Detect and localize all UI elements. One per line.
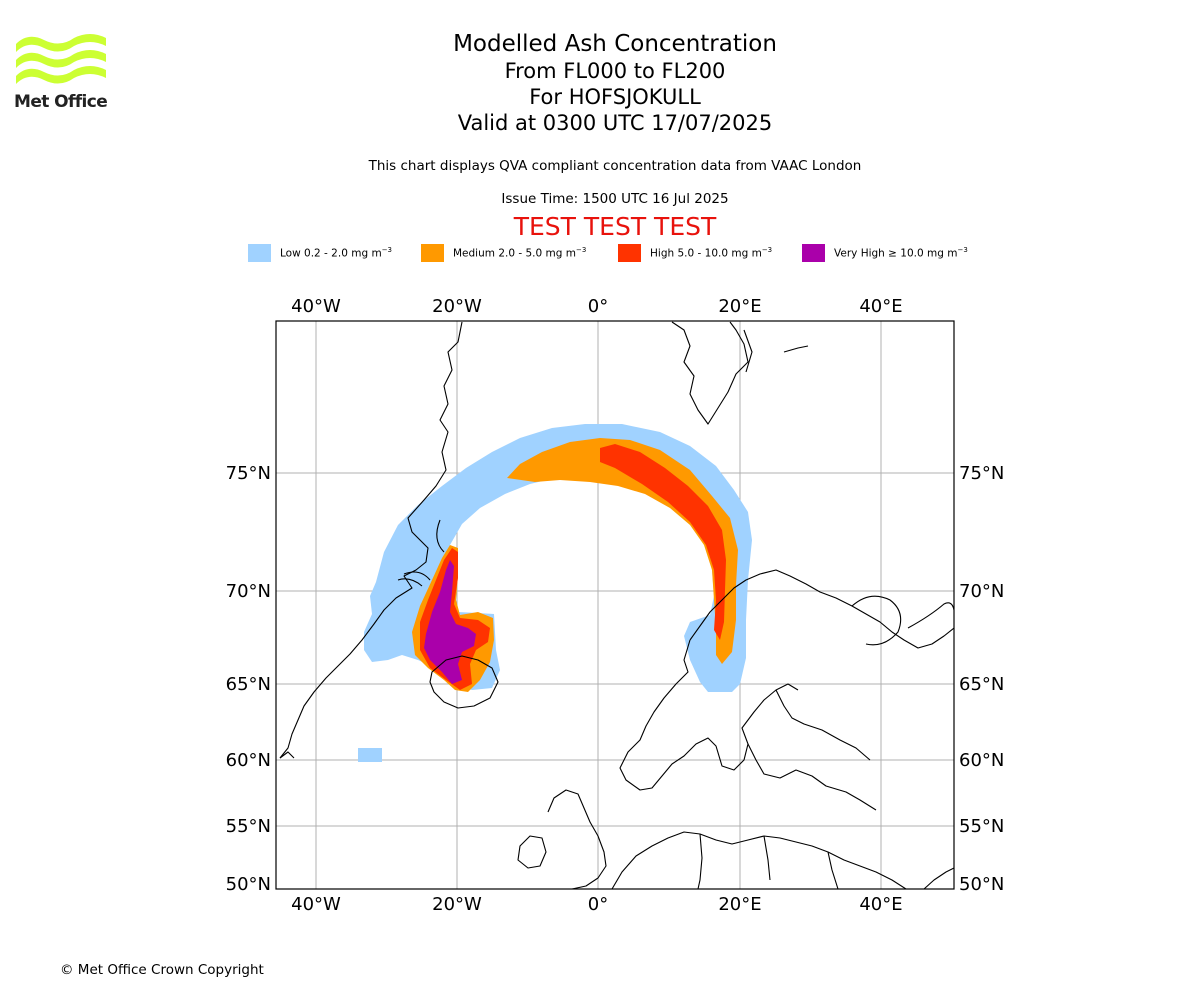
lat-label-left-5: 50°N: [226, 874, 271, 895]
lat-label-right-1: 70°N: [959, 581, 1004, 602]
legend-swatch-high: [618, 244, 641, 262]
lat-label-left-1: 70°N: [226, 581, 271, 602]
lon-label-bottom-3: 20°E: [718, 894, 761, 915]
lon-label-bottom-2: 0°: [588, 894, 608, 915]
issue-time: Issue Time: 1500 UTC 16 Jul 2025: [501, 191, 729, 207]
lat-label-left-4: 55°N: [226, 816, 271, 837]
legend-item-medium: Medium 2.0 - 5.0 mg m−3: [421, 244, 586, 262]
legend-label-high: High 5.0 - 10.0 mg m−3: [650, 246, 773, 260]
coastlines: [279, 321, 954, 889]
valid-time-title: Valid at 0300 UTC 17/07/2025: [457, 111, 773, 135]
lat-label-right-3: 60°N: [959, 750, 1004, 771]
legend-label-very-high: Very High ≥ 10.0 mg m−3: [834, 246, 968, 260]
legend-swatch-low: [248, 244, 271, 262]
legend-item-low: Low 0.2 - 2.0 mg m−3: [248, 244, 392, 262]
lat-label-left-3: 60°N: [226, 750, 271, 771]
lon-label-bottom-4: 40°E: [859, 894, 902, 915]
met-office-logo: [16, 34, 106, 84]
title-block: Modelled Ash Concentration From FL000 to…: [315, 30, 915, 136]
flight-levels-title: From FL000 to FL200: [504, 59, 726, 83]
legend-item-high: High 5.0 - 10.0 mg m−3: [618, 244, 772, 262]
legend-swatch-medium: [421, 244, 444, 262]
lat-label-right-2: 65°N: [959, 674, 1004, 695]
lon-label-top-0: 40°W: [291, 296, 341, 317]
map-frame: [275, 320, 955, 890]
lat-label-left-0: 75°N: [226, 463, 271, 484]
main-title: Modelled Ash Concentration: [453, 31, 777, 57]
legend-label-medium: Medium 2.0 - 5.0 mg m−3: [453, 246, 587, 260]
lat-label-right-4: 55°N: [959, 816, 1004, 837]
copyright: © Met Office Crown Copyright: [60, 962, 264, 978]
lon-label-bottom-0: 40°W: [291, 894, 341, 915]
volcano-title: For HOFSJOKULL: [529, 85, 701, 109]
test-banner: TEST TEST TEST: [513, 212, 717, 241]
lon-label-top-4: 40°E: [859, 296, 902, 317]
lat-label-left-2: 65°N: [226, 674, 271, 695]
chart-subtitle: This chart displays QVA compliant concen…: [368, 158, 862, 174]
legend-swatch-very-high: [802, 244, 825, 262]
lon-label-top-2: 0°: [588, 296, 608, 317]
legend-item-very-high: Very High ≥ 10.0 mg m−3: [802, 244, 968, 262]
lon-label-top-3: 20°E: [718, 296, 761, 317]
ash-very-high-region: [424, 560, 476, 684]
lat-label-right-0: 75°N: [959, 463, 1004, 484]
lon-label-bottom-1: 20°W: [432, 894, 482, 915]
met-office-wordmark: Met Office: [14, 92, 108, 112]
legend-label-low: Low 0.2 - 2.0 mg m−3: [280, 246, 393, 260]
lat-label-right-5: 50°N: [959, 874, 1004, 895]
lon-label-top-1: 20°W: [432, 296, 482, 317]
